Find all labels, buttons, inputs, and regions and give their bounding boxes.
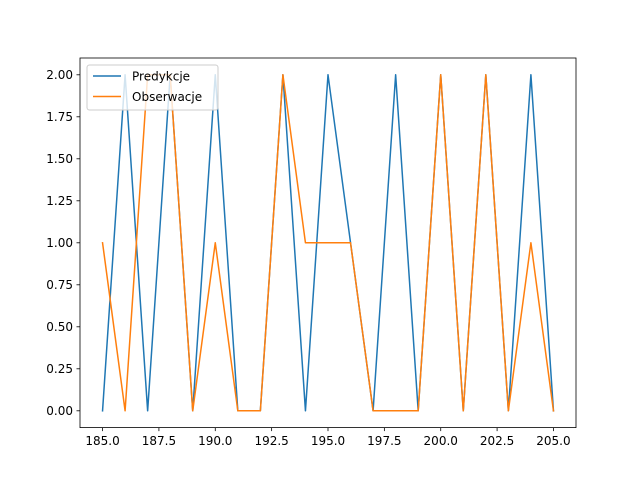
x-tick-label: 202.5 xyxy=(480,434,514,448)
y-tick-label: 1.50 xyxy=(46,152,73,166)
x-tick-label: 195.0 xyxy=(311,434,345,448)
y-tick-label: 1.25 xyxy=(46,194,73,208)
y-axis: 0.00 0.25 0.50 0.75 1.00 1.25 1.50 1.75 2.00 xyxy=(46,68,80,418)
legend-label: Predykcje xyxy=(132,69,190,83)
x-tick-label: 197.5 xyxy=(367,434,401,448)
x-tick-label: 190.0 xyxy=(198,434,232,448)
x-tick-label: 200.0 xyxy=(424,434,458,448)
x-tick-label: 205.0 xyxy=(536,434,570,448)
series-layer xyxy=(101,74,555,412)
y-tick-label: 0.00 xyxy=(46,404,73,418)
y-tick-label: 2.00 xyxy=(46,68,73,82)
x-tick-label: 187.5 xyxy=(142,434,176,448)
x-tick-label: 185.0 xyxy=(85,434,119,448)
y-tick-label: 0.75 xyxy=(46,278,73,292)
x-axis: 185.0 187.5 190.0 192.5 195.0 197.5 200.0 202.5… xyxy=(85,427,571,448)
y-tick-label: 0.50 xyxy=(46,320,73,334)
y-tick-label: 0.25 xyxy=(46,362,73,376)
y-tick-label: 1.75 xyxy=(46,110,73,124)
series-line-2 xyxy=(101,74,555,412)
legend-label: Obserwacje xyxy=(132,90,202,104)
x-tick-label: 192.5 xyxy=(254,434,288,448)
legend: Predykcje Obserwacje xyxy=(86,64,219,111)
y-tick-label: 1.00 xyxy=(46,236,73,250)
